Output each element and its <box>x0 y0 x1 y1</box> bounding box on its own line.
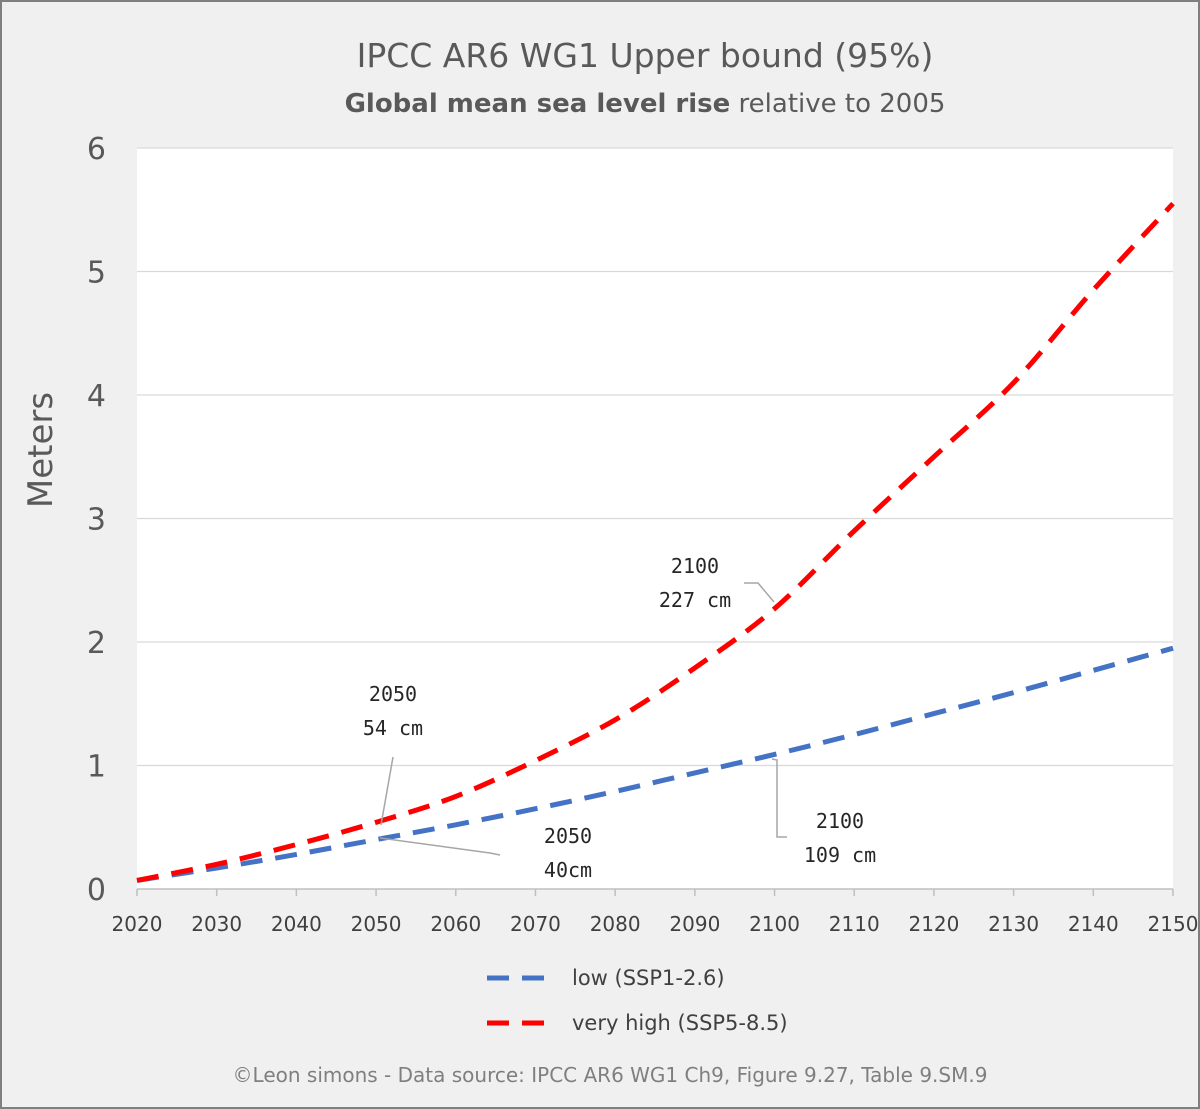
annotation-leader <box>379 837 501 856</box>
x-tick-label: 2040 <box>271 912 322 936</box>
annotation-value: 109 cm <box>804 843 876 867</box>
x-tick-label: 2150 <box>1148 912 1198 936</box>
gridlines <box>137 147 1173 890</box>
annotation-value: 40cm <box>544 858 592 882</box>
y-tick-label: 4 <box>87 379 106 414</box>
legend: low (SSP1-2.6) very high (SSP5-8.5) <box>487 966 788 1035</box>
chart-subtitle: Global mean sea level rise relative to 2… <box>345 89 946 119</box>
x-tick-label: 2050 <box>351 912 402 936</box>
y-tick-label: 1 <box>87 750 106 785</box>
annotation-leader <box>771 758 787 838</box>
x-tick-label: 2020 <box>112 912 163 936</box>
subtitle-bold: Global mean sea level rise <box>345 89 731 119</box>
annotation-value: 54 cm <box>363 716 423 740</box>
x-tick-label: 2030 <box>191 912 242 936</box>
annotation-value: 227 cm <box>659 588 731 612</box>
y-axis-label: Meters <box>21 392 61 508</box>
y-axis-ticks: 0 1 2 3 4 5 6 <box>87 132 106 908</box>
y-tick-label: 6 <box>87 132 106 167</box>
y-tick-label: 5 <box>87 256 106 291</box>
x-tick-label: 2060 <box>430 912 481 936</box>
annotation-leader <box>744 582 775 603</box>
y-tick-label: 2 <box>87 626 106 661</box>
footer-credit: ©Leon simons - Data source: IPCC AR6 WG1… <box>233 1063 988 1087</box>
y-tick-label: 3 <box>87 503 106 538</box>
annotation-year: 2050 <box>544 824 592 848</box>
annotation-leader <box>380 756 394 826</box>
x-tick-label: 2100 <box>749 912 800 936</box>
x-tick-label: 2080 <box>590 912 641 936</box>
series-lines <box>136 201 1175 883</box>
x-tick-label: 2130 <box>988 912 1039 936</box>
x-tick-label: 2070 <box>510 912 561 936</box>
y-tick-label: 0 <box>87 873 106 908</box>
annotation-year: 2100 <box>816 809 864 833</box>
x-tick-label: 2110 <box>829 912 880 936</box>
legend-label-0: low (SSP1-2.6) <box>572 966 725 990</box>
legend-label-1: very high (SSP5-8.5) <box>572 1011 788 1035</box>
annotation-year: 2050 <box>369 682 417 706</box>
subtitle-rest: relative to 2005 <box>730 89 945 119</box>
x-tick-label: 2090 <box>669 912 720 936</box>
x-axis-ticks: 2020 2030 2040 2050 2060 2070 2080 2090 2100 2110… <box>112 889 1198 936</box>
series-line-0 <box>136 645 1174 883</box>
x-tick-label: 2120 <box>908 912 959 936</box>
x-tick-label: 2140 <box>1068 912 1119 936</box>
annotations: 2050 54 cm 2050 40cm 2100 227 cm 2100 109 cm <box>363 554 876 882</box>
chart-title: IPCC AR6 WG1 Upper bound (95%) <box>357 36 934 75</box>
annotation-year: 2100 <box>671 554 719 578</box>
